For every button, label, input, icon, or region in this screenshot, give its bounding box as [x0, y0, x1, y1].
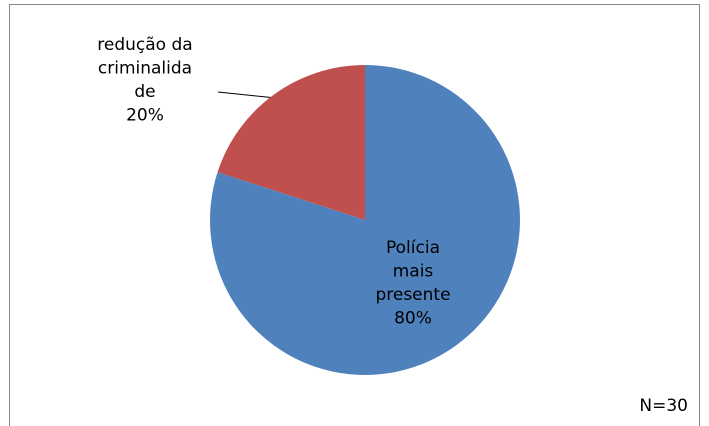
leader-line	[217, 91, 277, 99]
annotation: N=30	[639, 396, 688, 416]
slice-label: Polícia mais presente	[375, 238, 450, 305]
pie-slice	[217, 64, 365, 220]
value-label: 20%	[126, 106, 164, 126]
slice-label: redução da criminalida de	[97, 35, 192, 102]
value-label: 80%	[394, 309, 432, 329]
